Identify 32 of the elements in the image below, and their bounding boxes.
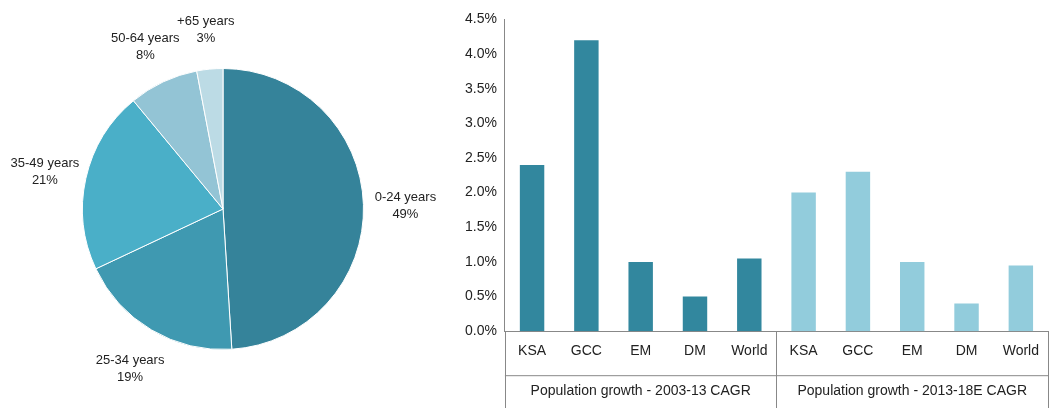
x-tick-label: World xyxy=(1002,342,1039,359)
data-label: 19% xyxy=(117,369,144,385)
x-tick-label: GCC xyxy=(570,342,602,359)
x-tick-label: KSA xyxy=(518,342,547,359)
x-tick-label: EM xyxy=(630,342,652,359)
x-tick-label: World xyxy=(731,342,768,359)
data-label: 3% xyxy=(196,30,216,46)
slice-label: 25-34 years xyxy=(95,352,165,368)
slice-label: 50-64 years xyxy=(110,29,181,45)
x-tick-label: KSA xyxy=(789,342,819,359)
y-tick-label: 0.0% xyxy=(464,322,497,339)
text: Population growth - 2013-18E CAGR xyxy=(797,382,1028,399)
y-tick-label: 2.0% xyxy=(464,183,497,200)
y-tick-label: 2.5% xyxy=(464,148,497,165)
text: Population growth - 2003-13 CAGR xyxy=(530,382,751,399)
data-label: 49% xyxy=(392,206,419,222)
x-tick-label: GCC xyxy=(842,342,874,359)
y-tick-label: 4.0% xyxy=(464,44,497,61)
data-label: 8% xyxy=(135,46,156,62)
data-label: 21% xyxy=(31,172,59,188)
y-tick-label: 0.5% xyxy=(464,287,497,304)
y-tick-label: 3.5% xyxy=(464,79,497,96)
slice-label: 0-24 years xyxy=(374,189,437,205)
y-tick-label: 1.5% xyxy=(464,218,497,235)
y-tick-label: 1.0% xyxy=(464,252,497,269)
x-tick-label: EM xyxy=(901,342,923,359)
y-tick-label: 4.5% xyxy=(464,10,497,27)
x-tick-label: DM xyxy=(684,342,706,359)
x-tick-label: DM xyxy=(955,342,978,359)
y-tick-label: 3.0% xyxy=(464,114,497,131)
slice-label: +65 years xyxy=(177,13,236,29)
slice-label: 35-49 years xyxy=(10,155,80,171)
